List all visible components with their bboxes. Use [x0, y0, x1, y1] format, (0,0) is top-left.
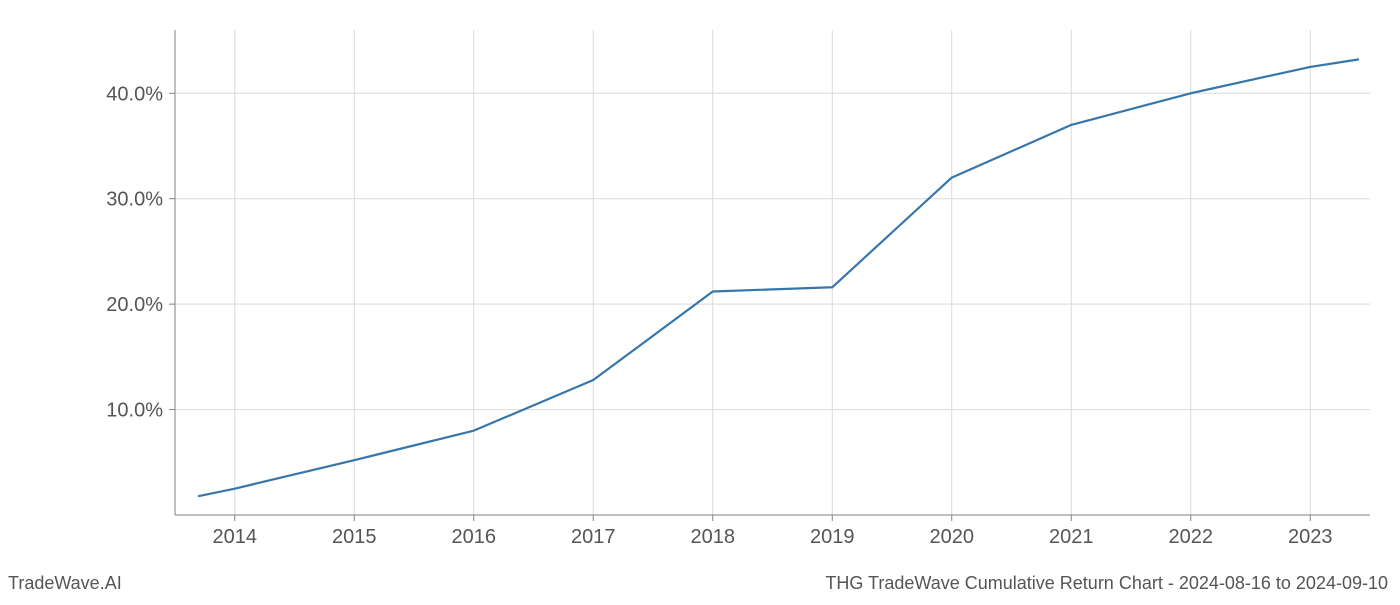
x-tick-label: 2020 [930, 526, 975, 548]
x-tick-label: 2016 [452, 526, 497, 548]
x-tick-label: 2023 [1288, 526, 1333, 548]
x-tick-label: 2019 [810, 526, 855, 548]
footer-brand: TradeWave.AI [8, 573, 122, 594]
y-tick-label: 10.0% [106, 400, 163, 422]
chart-container: 2014 2015 2016 2017 2018 2019 2020 2021 2022 2023… [0, 0, 1400, 600]
y-tick-label: 40.0% [106, 83, 163, 105]
x-tick-label: 2014 [213, 526, 258, 548]
x-tick-label: 2018 [691, 526, 736, 548]
y-tick-label: 30.0% [106, 189, 163, 211]
x-tick-label: 2022 [1169, 526, 1214, 548]
chart-caption: THG TradeWave Cumulative Return Chart - … [825, 573, 1388, 594]
x-tick-label: 2015 [332, 526, 377, 548]
x-tick-label: 2021 [1049, 526, 1094, 548]
chart-svg: 2014 2015 2016 2017 2018 2019 2020 2021 2022 2023… [0, 0, 1400, 600]
x-tick-label: 2017 [571, 526, 616, 548]
y-tick-label: 20.0% [106, 294, 163, 316]
